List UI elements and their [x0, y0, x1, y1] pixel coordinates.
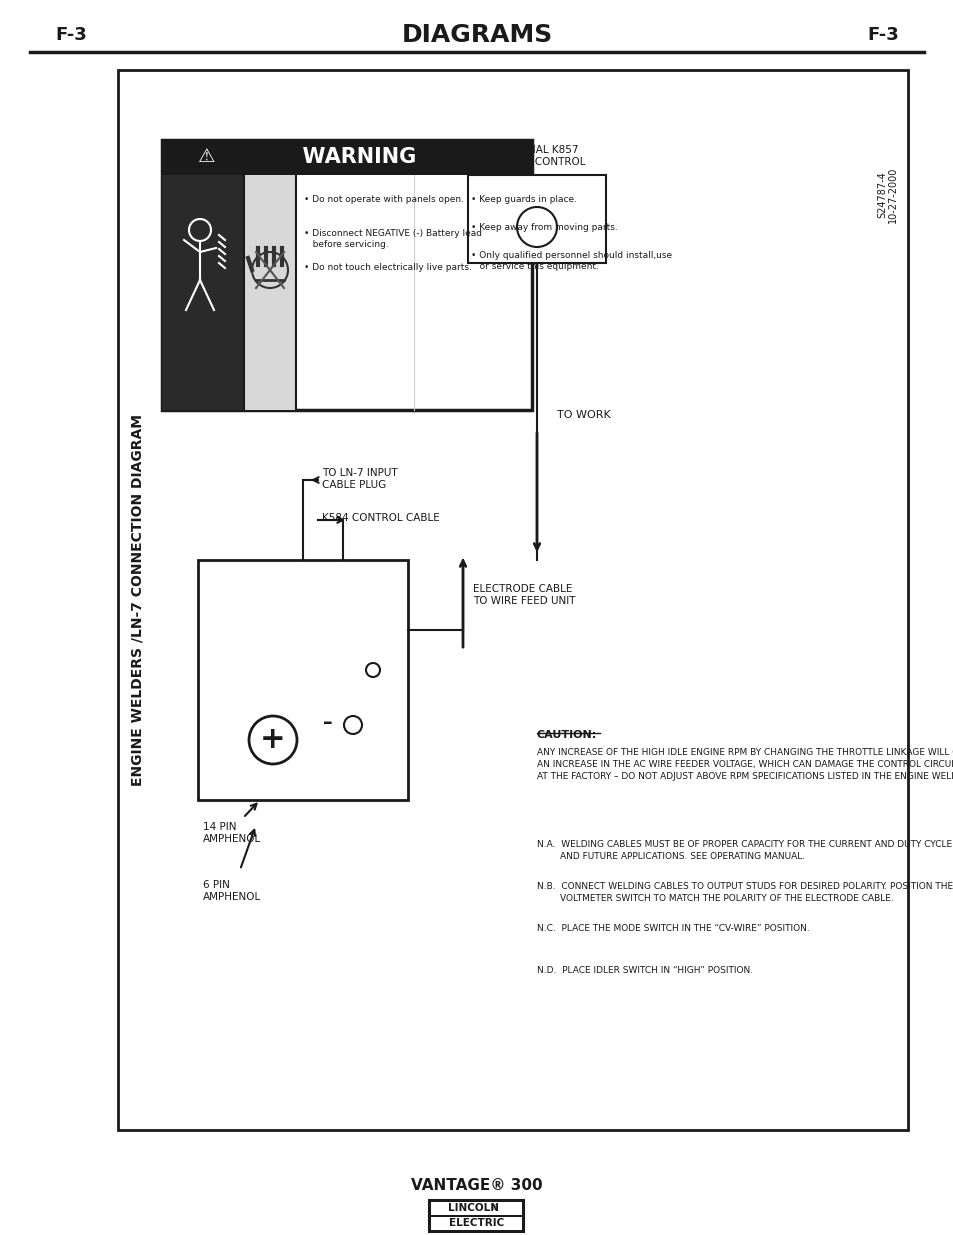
Text: VANTAGE® 300: VANTAGE® 300 — [411, 1177, 542, 1193]
Text: • Keep away from moving parts.: • Keep away from moving parts. — [471, 224, 618, 232]
Bar — [244, 175, 295, 410]
Text: ELECTRODE CABLE
TO WIRE FEED UNIT: ELECTRODE CABLE TO WIRE FEED UNIT — [473, 584, 575, 606]
Bar — [198, 559, 408, 800]
Text: F-3: F-3 — [866, 26, 898, 44]
Text: 10-27-2000: 10-27-2000 — [887, 167, 897, 224]
Text: N.D.  PLACE IDLER SWITCH IN “HIGH” POSITION.: N.D. PLACE IDLER SWITCH IN “HIGH” POSITI… — [537, 966, 752, 974]
Bar — [468, 175, 605, 263]
Text: OPTIONAL K857
REMOTE CONTROL: OPTIONAL K857 REMOTE CONTROL — [488, 146, 585, 167]
Text: 14 PIN
AMPHENOL: 14 PIN AMPHENOL — [203, 823, 261, 844]
Text: N.B.  CONNECT WELDING CABLES TO OUTPUT STUDS FOR DESIRED POLARITY. POSITION THE : N.B. CONNECT WELDING CABLES TO OUTPUT ST… — [537, 882, 953, 903]
Text: ®: ® — [491, 1205, 498, 1212]
Bar — [431, 1216, 522, 1230]
Text: ANY INCREASE OF THE HIGH IDLE ENGINE RPM BY CHANGING THE THROTTLE LINKAGE WILL C: ANY INCREASE OF THE HIGH IDLE ENGINE RPM… — [537, 748, 953, 781]
Bar — [429, 1200, 524, 1233]
Text: ELECTRIC: ELECTRIC — [449, 1219, 504, 1229]
Bar — [431, 1202, 522, 1215]
Text: • Only qualified personnel should install,use
   or service this equipment.: • Only qualified personnel should instal… — [471, 251, 672, 272]
Text: K584 CONTROL CABLE: K584 CONTROL CABLE — [322, 513, 439, 522]
Text: LINCOLN: LINCOLN — [448, 1203, 499, 1213]
Text: TO WORK: TO WORK — [557, 410, 610, 420]
Text: F-3: F-3 — [55, 26, 87, 44]
Text: • Do not touch electrically live parts.: • Do not touch electrically live parts. — [304, 263, 472, 272]
Text: +: + — [260, 725, 286, 755]
Text: N.A.  WELDING CABLES MUST BE OF PROPER CAPACITY FOR THE CURRENT AND DUTY CYCLE O: N.A. WELDING CABLES MUST BE OF PROPER CA… — [537, 840, 953, 861]
Circle shape — [249, 716, 296, 764]
Circle shape — [344, 716, 361, 734]
Text: • Keep guards in place.: • Keep guards in place. — [471, 195, 577, 204]
Text: ENGINE WELDERS /LN-7 CONNECTION DIAGRAM: ENGINE WELDERS /LN-7 CONNECTION DIAGRAM — [131, 414, 145, 785]
Circle shape — [517, 207, 557, 247]
Text: WARNING: WARNING — [288, 147, 416, 167]
Text: S24787-4: S24787-4 — [876, 172, 886, 219]
Bar — [162, 140, 532, 410]
Circle shape — [366, 663, 379, 677]
Circle shape — [252, 252, 288, 288]
Text: N.C.  PLACE THE MODE SWITCH IN THE “CV-WIRE” POSITION.: N.C. PLACE THE MODE SWITCH IN THE “CV-WI… — [537, 924, 809, 932]
Text: • Disconnect NEGATIVE (-) Battery lead
   before servicing.: • Disconnect NEGATIVE (-) Battery lead b… — [304, 228, 481, 249]
Bar — [162, 175, 244, 410]
Text: TO LN-7 INPUT
CABLE PLUG: TO LN-7 INPUT CABLE PLUG — [322, 468, 397, 489]
Bar — [162, 140, 532, 175]
Text: –: – — [323, 713, 333, 731]
Text: 6 PIN
AMPHENOL: 6 PIN AMPHENOL — [203, 881, 261, 902]
Text: DIAGRAMS: DIAGRAMS — [401, 23, 552, 47]
Text: • Do not operate with panels open.: • Do not operate with panels open. — [304, 195, 463, 204]
Text: ⚠: ⚠ — [198, 147, 215, 167]
Text: CAUTION:: CAUTION: — [537, 730, 597, 740]
Bar — [118, 70, 907, 1130]
Circle shape — [189, 219, 211, 241]
